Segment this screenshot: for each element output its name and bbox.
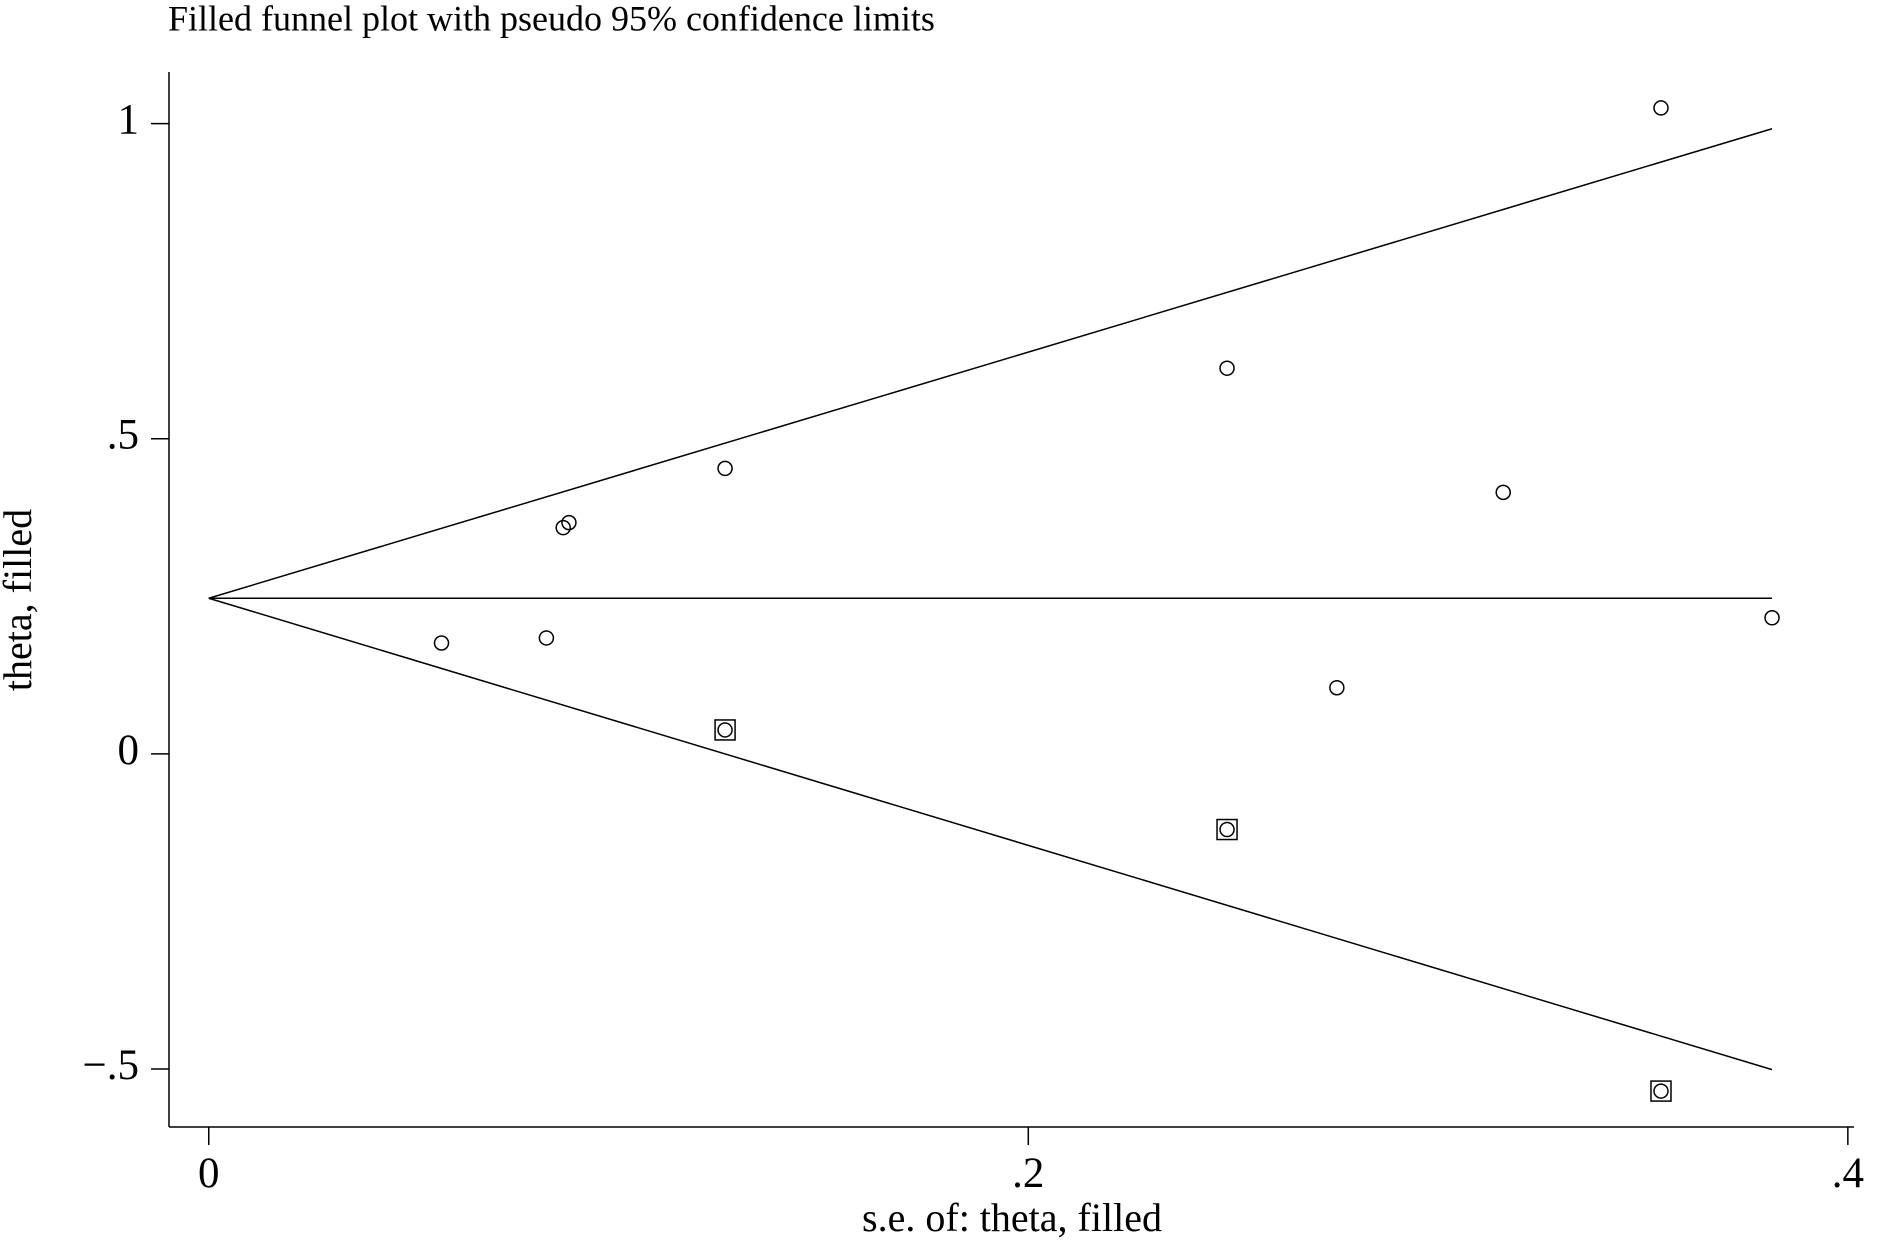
- point: [433, 635, 450, 651]
- y-axis-label: theta, filled: [0, 509, 40, 691]
- point: [1329, 679, 1345, 696]
- funnel-line: [208, 597, 1773, 1071]
- point: [538, 630, 555, 646]
- y-tick-label: .5: [107, 412, 139, 459]
- point: [561, 514, 577, 531]
- y-tick-label: 1: [118, 97, 140, 144]
- funnel-line: [208, 128, 1773, 599]
- point: [555, 519, 571, 536]
- x-tick-label: .2: [1012, 1150, 1044, 1197]
- point: [1653, 1083, 1669, 1099]
- filled-marker-square: [1650, 1080, 1672, 1102]
- point: [717, 460, 733, 477]
- filled-marker-square: [1216, 818, 1238, 841]
- point: [1219, 360, 1235, 376]
- chart-title: Filled funnel plot with pseudo 95% confi…: [168, 0, 935, 38]
- point: [1495, 484, 1511, 501]
- y-tick-label: 0: [118, 727, 140, 774]
- point: [717, 722, 733, 738]
- point: [1219, 821, 1235, 838]
- point: [1764, 610, 1780, 626]
- filled-marker-square: [714, 719, 736, 741]
- x-tick-label: 0: [198, 1150, 220, 1197]
- x-axis-label: s.e. of: theta, filled: [862, 1195, 1162, 1240]
- point: [1653, 100, 1669, 116]
- x-tick-label: .4: [1832, 1150, 1864, 1197]
- y-tick-label: −.5: [82, 1042, 139, 1089]
